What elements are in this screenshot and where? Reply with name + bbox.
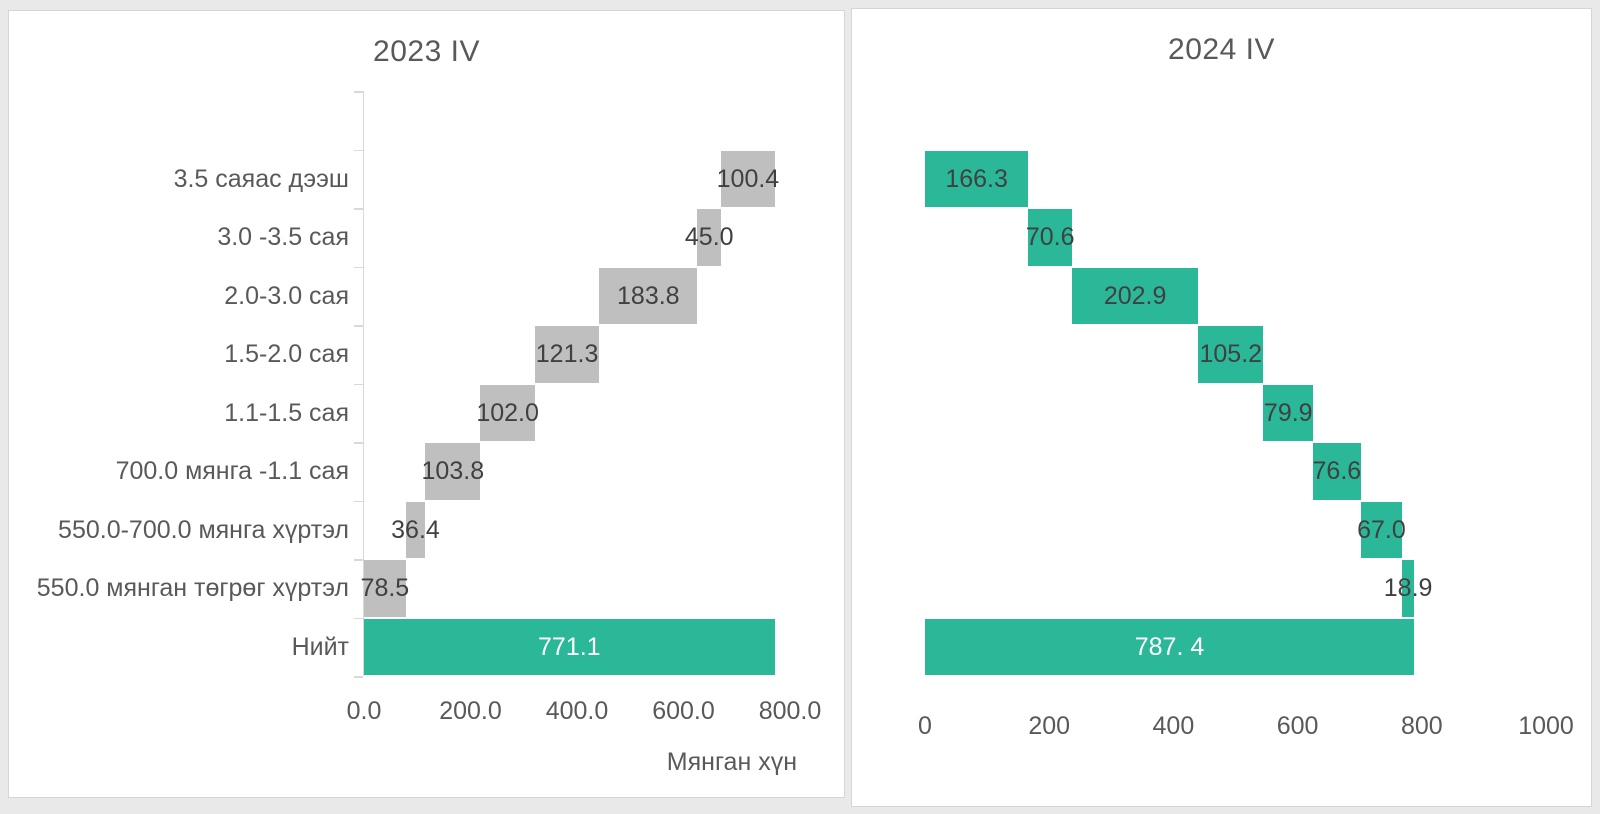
- bar-value-label: 771.1: [538, 632, 601, 661]
- waterfall-bar-segment[interactable]: [1402, 560, 1414, 617]
- waterfall-bar-segment[interactable]: [925, 150, 1029, 207]
- x-axis-tick-label: 800.0: [758, 697, 822, 725]
- waterfall-bar-segment[interactable]: [697, 209, 722, 266]
- x-axis-tick-label: 600.0: [652, 697, 715, 725]
- x-axis-tick-label: 600: [1276, 712, 1319, 740]
- waterfall-bar-segment[interactable]: [405, 501, 426, 558]
- x-axis-tick-label: 800: [1400, 712, 1443, 740]
- bar-value-label: 78.5: [360, 574, 410, 602]
- y-axis-tick: [354, 676, 363, 678]
- chart-card-2024: 2024 IV 166.3 70.6 202.9 105.2 79.9 76.6 67.0 1…: [851, 8, 1592, 807]
- bar-value-label: 787. 4: [1134, 632, 1205, 661]
- waterfall-bar-segment[interactable]: [1360, 501, 1403, 558]
- category-label: 700.0 мянга -1.1 сая: [115, 457, 349, 485]
- bar-value-label: 70.6: [1025, 223, 1075, 251]
- waterfall-total-bar[interactable]: [925, 618, 1414, 675]
- waterfall-bar-segment[interactable]: [534, 326, 600, 383]
- x-axis-tick-label: 400.0: [545, 697, 609, 725]
- bar-value-label: 18.9: [1383, 574, 1433, 602]
- bar-value-label: 79.9: [1263, 398, 1313, 427]
- waterfall-plot-2023: 100.4 3.5 саяас дээш 45.0 3.0 -3.5 сая 183.8…: [9, 11, 844, 797]
- waterfall-bar-segment[interactable]: [721, 150, 775, 207]
- bar-value-label: 183.8: [617, 281, 680, 310]
- bar-value-label: 45.0: [684, 223, 734, 251]
- category-label: 550.0-700.0 мянга хүртэл: [58, 515, 349, 544]
- bar-value-label: 121.3: [535, 340, 599, 368]
- x-axis-unit-label: Мянган хүн: [666, 748, 797, 776]
- waterfall-bar-segment[interactable]: [1198, 326, 1264, 383]
- y-axis-tick: [354, 559, 363, 561]
- waterfall-plot-2024: 166.3 70.6 202.9 105.2 79.9 76.6 67.0 18.9 787. …: [852, 9, 1591, 806]
- category-label: 1.5-2.0 сая: [224, 340, 349, 368]
- bar-value-label: 102.0: [476, 398, 539, 427]
- y-axis-tick: [354, 617, 363, 619]
- x-axis-tick-label: 200: [1028, 712, 1071, 740]
- y-axis-tick: [354, 500, 363, 502]
- waterfall-bar-segment[interactable]: [1263, 384, 1314, 441]
- y-axis-tick: [354, 442, 363, 444]
- y-axis-tick: [354, 91, 363, 93]
- y-axis-tick: [354, 383, 363, 385]
- waterfall-bar-segment[interactable]: [1028, 209, 1073, 266]
- chart-title: 2023 IV: [373, 35, 480, 68]
- category-label: 2.0-3.0 сая: [224, 281, 349, 310]
- waterfall-bar-segment[interactable]: [425, 443, 481, 500]
- category-label: 3.5 саяас дээш: [173, 164, 349, 193]
- bar-value-label: 105.2: [1199, 340, 1263, 368]
- category-label: 1.1-1.5 сая: [224, 398, 349, 427]
- category-label: 550.0 мянган төгрөг хүртэл: [36, 574, 349, 602]
- chart-card-2023: 2023 IV 100.4 3.5 саяас дээш 45.0 3.0 -3.5 …: [8, 10, 845, 798]
- x-axis-tick-label: 0.0: [346, 697, 382, 725]
- bar-value-label: 67.0: [1357, 515, 1406, 544]
- x-axis-tick-label: 200.0: [439, 697, 502, 725]
- category-label: 3.0 -3.5 сая: [217, 223, 349, 251]
- y-axis-tick: [354, 149, 363, 151]
- y-axis-tick: [354, 208, 363, 210]
- category-label: Нийт: [291, 632, 349, 661]
- y-axis-tick: [354, 325, 363, 327]
- bar-value-label: 100.4: [716, 164, 780, 193]
- x-axis-tick-label: 400: [1152, 712, 1195, 740]
- chart-title: 2024 IV: [1168, 33, 1275, 66]
- bar-value-label: 103.8: [421, 457, 485, 485]
- waterfall-bar-segment[interactable]: [1072, 267, 1199, 324]
- bar-value-label: 36.4: [391, 515, 440, 544]
- x-axis-tick-label: 1000: [1518, 712, 1574, 740]
- y-axis-line: [362, 91, 364, 676]
- y-axis-tick: [354, 266, 363, 268]
- waterfall-bar-segment[interactable]: [1313, 443, 1361, 500]
- x-axis-tick-label: 0: [918, 712, 932, 740]
- bar-value-label: 76.6: [1312, 457, 1362, 485]
- bar-value-label: 166.3: [945, 164, 1008, 193]
- waterfall-bar-segment[interactable]: [480, 384, 535, 441]
- waterfall-total-bar[interactable]: [364, 618, 775, 675]
- waterfall-bar-segment[interactable]: [364, 560, 406, 617]
- waterfall-bar-segment[interactable]: [599, 267, 698, 324]
- bar-value-label: 202.9: [1103, 281, 1167, 310]
